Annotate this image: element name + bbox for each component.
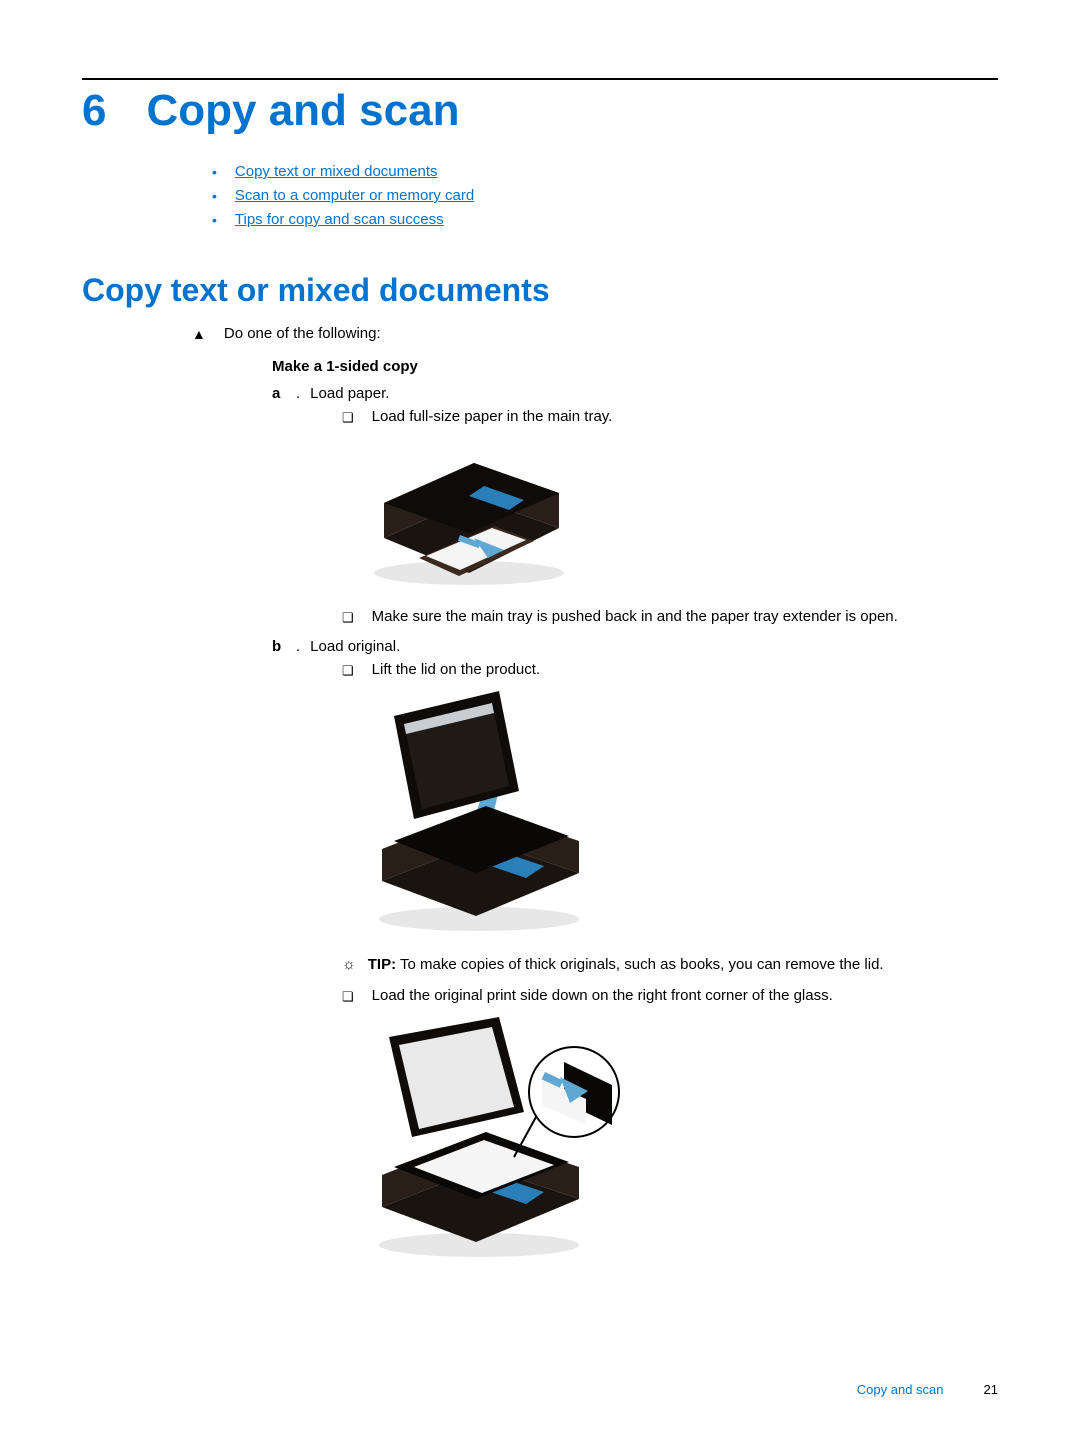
instruction-block: ▲ Do one of the following: Make a 1-side… <box>192 325 998 1262</box>
footer-page-number: 21 <box>984 1382 998 1397</box>
step-a-bullet-2: ❏ Make sure the main tray is pushed back… <box>342 608 998 628</box>
triangle-icon: ▲ <box>192 326 206 342</box>
step-b-bullet-2-text: Load the original print side down on the… <box>372 987 833 1004</box>
bullet-icon: • <box>212 185 217 207</box>
step-a-bullet-1: ❏ Load full-size paper in the main tray. <box>342 408 998 428</box>
step-b-bullet-2: ❏ Load the original print side down on t… <box>342 987 998 1007</box>
tip-label: TIP: <box>368 956 396 973</box>
figure-lift-lid <box>364 691 998 936</box>
square-bullet-icon: ❏ <box>342 661 354 681</box>
lead-line: ▲ Do one of the following: <box>192 325 998 342</box>
chapter-header: 6 Copy and scan <box>82 86 998 136</box>
toc-item: • Scan to a computer or memory card <box>212 184 998 208</box>
step-b-label: Load original. <box>310 638 400 655</box>
chapter-number: 6 <box>82 86 106 136</box>
footer-section: Copy and scan <box>857 1382 944 1397</box>
figure-load-original <box>364 1017 998 1262</box>
step-letter: b <box>272 638 286 655</box>
figure-load-paper <box>364 438 998 588</box>
chapter-title: Copy and scan <box>146 86 459 136</box>
bullet-icon: • <box>212 161 217 183</box>
toc-item: • Copy text or mixed documents <box>212 160 998 184</box>
step-b: b . Load original. <box>272 638 998 655</box>
table-of-contents: • Copy text or mixed documents • Scan to… <box>212 160 998 232</box>
step-b-bullet-1-text: Lift the lid on the product. <box>372 661 540 678</box>
step-a-bullet-1-text: Load full-size paper in the main tray. <box>372 408 613 425</box>
square-bullet-icon: ❏ <box>342 408 354 428</box>
step-dot: . <box>296 385 300 402</box>
tip-text: To make copies of thick originals, such … <box>400 956 884 973</box>
lead-text: Do one of the following: <box>224 325 381 342</box>
step-letter: a <box>272 385 286 402</box>
square-bullet-icon: ❏ <box>342 987 354 1007</box>
top-rule <box>82 78 998 80</box>
step-a: a . Load paper. <box>272 385 998 402</box>
toc-link-copy-text[interactable]: Copy text or mixed documents <box>235 160 438 184</box>
step-a-bullet-2-text: Make sure the main tray is pushed back i… <box>372 608 898 625</box>
toc-link-scan[interactable]: Scan to a computer or memory card <box>235 184 474 208</box>
tip-icon: ☼ <box>342 956 356 973</box>
step-dot: . <box>296 638 300 655</box>
section-title: Copy text or mixed documents <box>82 272 998 309</box>
bullet-icon: • <box>212 209 217 231</box>
step-a-label: Load paper. <box>310 385 389 402</box>
toc-item: • Tips for copy and scan success <box>212 208 998 232</box>
toc-link-tips[interactable]: Tips for copy and scan success <box>235 208 444 232</box>
square-bullet-icon: ❏ <box>342 608 354 628</box>
page-footer: Copy and scan 21 <box>857 1382 998 1397</box>
subheading: Make a 1-sided copy <box>272 358 998 375</box>
step-b-bullet-1: ❏ Lift the lid on the product. <box>342 661 998 681</box>
tip-line: ☼ TIP: To make copies of thick originals… <box>342 956 998 973</box>
